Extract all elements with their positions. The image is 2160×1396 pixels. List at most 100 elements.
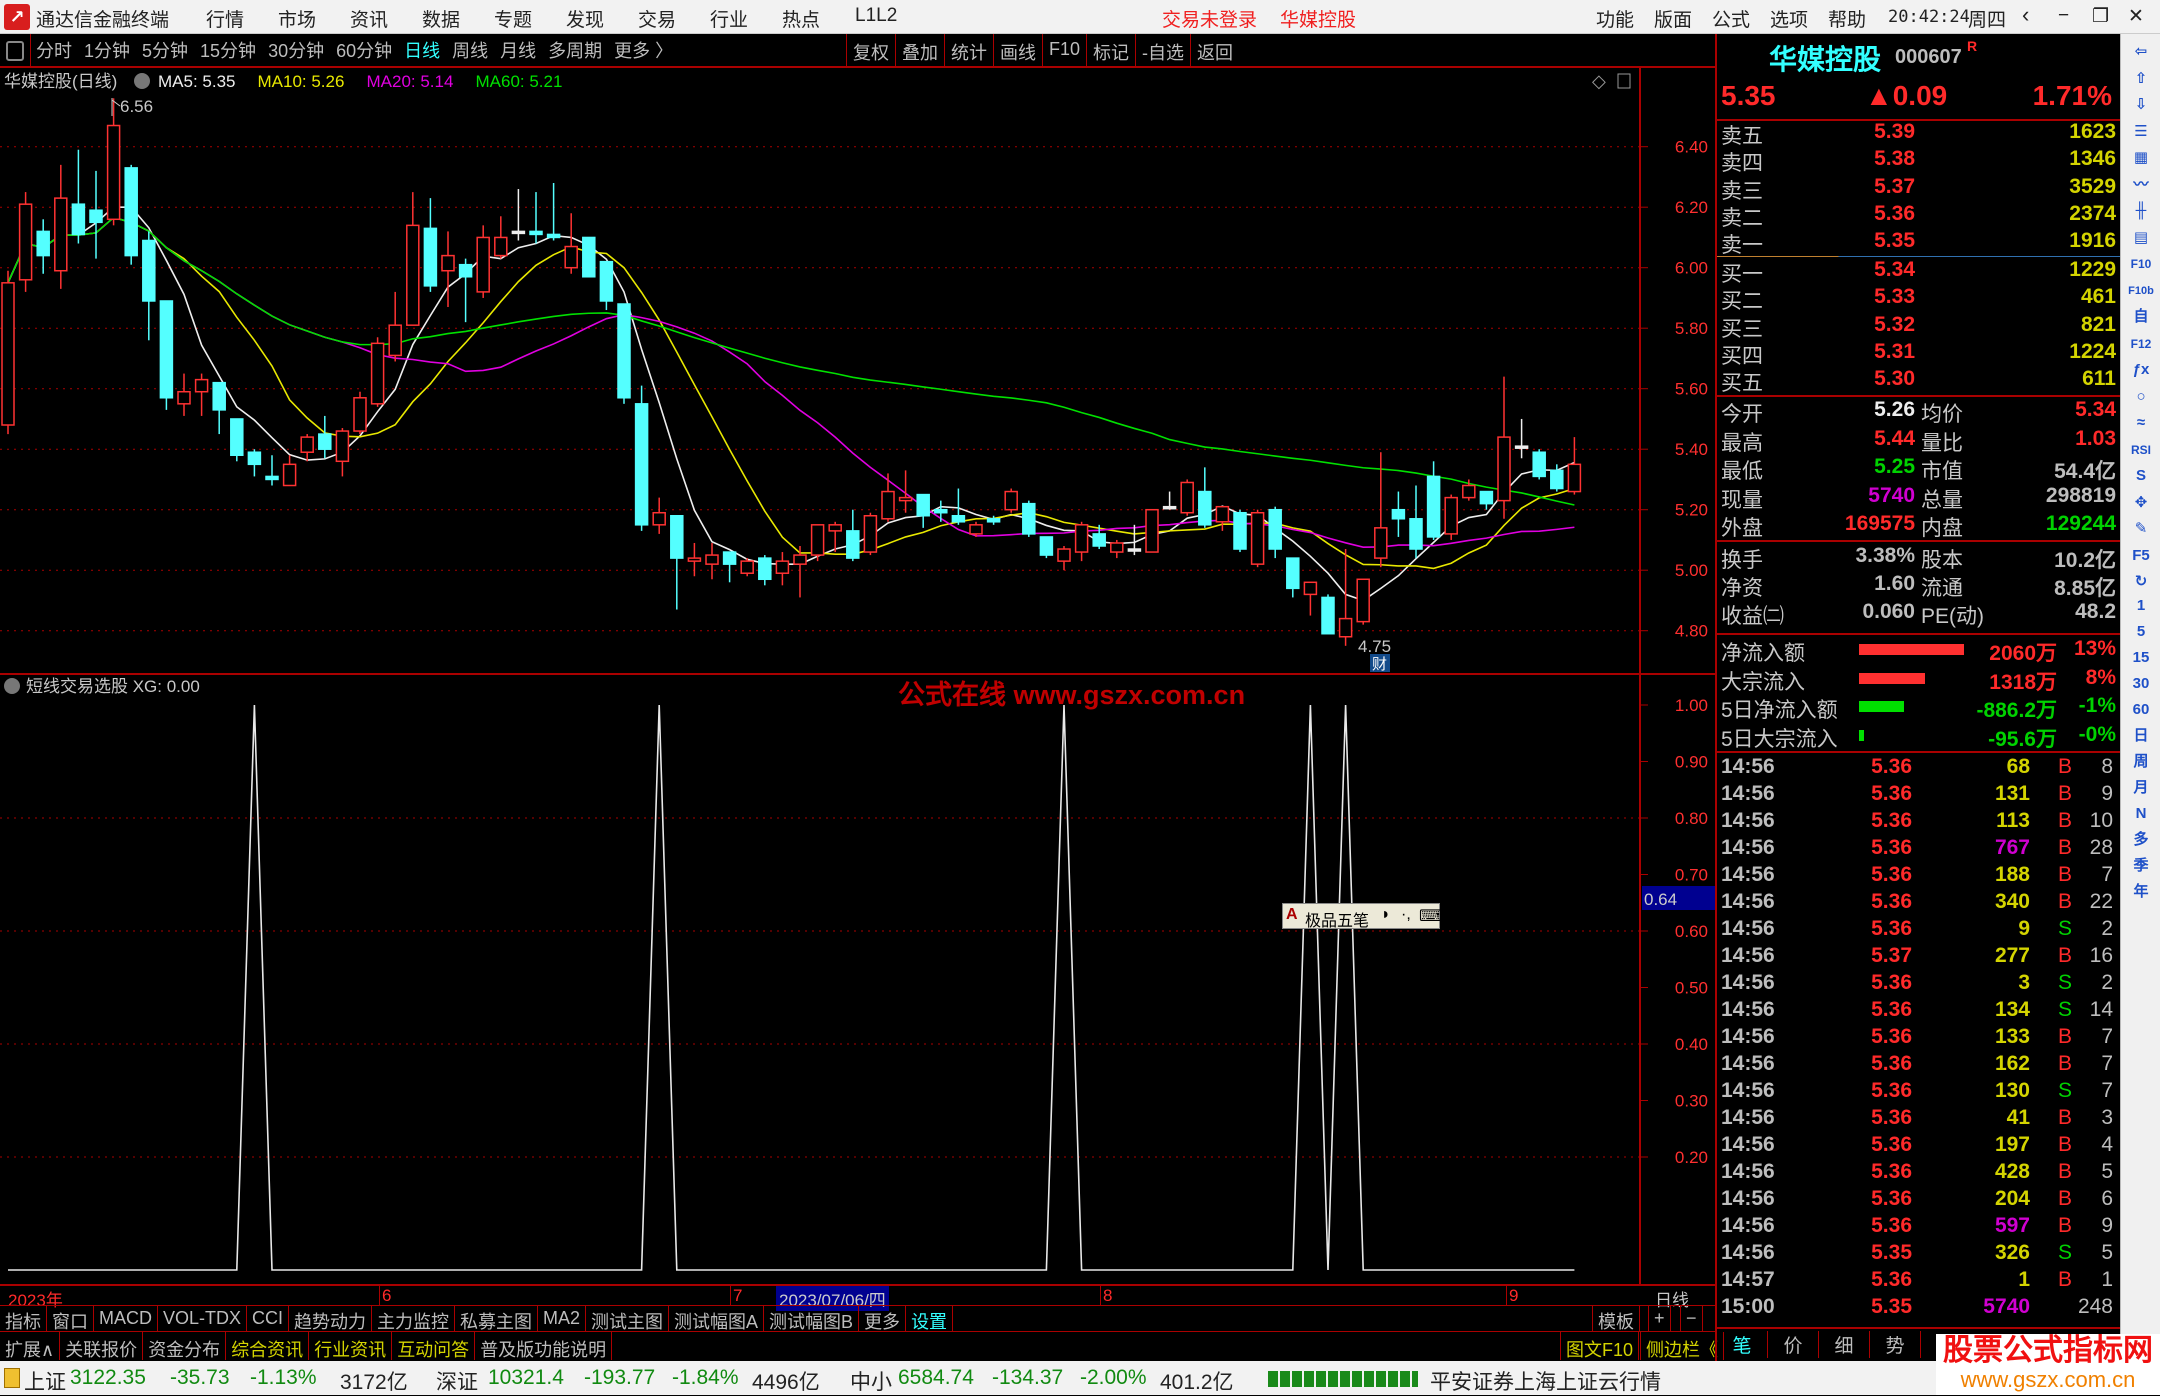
menu-options[interactable]: 选项 bbox=[1770, 10, 1809, 31]
kline-chart[interactable]: 1.00 0.90 0.80 0.70 0.60 0.50 0.40 0.30 0.20 6.40… bbox=[0, 68, 1715, 1284]
period-tab[interactable]: 15分钟 bbox=[200, 41, 257, 61]
indicator-tab[interactable]: 设置 bbox=[906, 1306, 954, 1332]
F5-icon[interactable]: F5 bbox=[2132, 546, 2150, 564]
template-button[interactable]: 模板 bbox=[1592, 1306, 1640, 1332]
self-icon[interactable]: 自 bbox=[2133, 308, 2149, 325]
extension-tab[interactable]: 资金分布 bbox=[143, 1332, 227, 1360]
indicator-tab[interactable]: MA2 bbox=[538, 1306, 587, 1331]
minimize-icon[interactable]: − bbox=[2058, 5, 2070, 26]
indicator-tab[interactable]: 窗口 bbox=[47, 1306, 94, 1332]
5-icon[interactable]: 5 bbox=[2136, 623, 2146, 640]
login-status[interactable]: 交易未登录 bbox=[1162, 10, 1258, 31]
tool-button[interactable]: -自选 bbox=[1135, 34, 1190, 66]
menu-help[interactable]: 帮助 bbox=[1828, 10, 1867, 31]
15-icon[interactable]: 15 bbox=[2132, 649, 2150, 666]
panel-toggle-icon[interactable] bbox=[6, 41, 24, 61]
finance-badge[interactable]: 财 bbox=[1372, 656, 1387, 673]
detail-tab[interactable]: 势 bbox=[1870, 1331, 1921, 1358]
period-tab[interactable]: 5分钟 bbox=[142, 41, 189, 61]
30-icon[interactable]: 30 bbox=[2132, 675, 2150, 692]
extension-tab[interactable]: 扩展∧ bbox=[0, 1332, 61, 1360]
indicator-tab[interactable]: 更多 bbox=[859, 1306, 907, 1332]
template-button[interactable]: − bbox=[1680, 1306, 1703, 1331]
move-icon[interactable]: ✥ bbox=[2134, 493, 2148, 511]
indicator-tab[interactable]: 测试幅图A bbox=[669, 1306, 765, 1332]
sz-name[interactable]: 深证 bbox=[436, 1371, 478, 1394]
period-tab[interactable]: 30分钟 bbox=[268, 41, 325, 61]
周-icon[interactable]: 周 bbox=[2133, 753, 2149, 770]
restore-icon[interactable]: ❐ bbox=[2092, 6, 2110, 27]
1-icon[interactable]: 1 bbox=[2136, 597, 2146, 614]
tool-button[interactable]: 叠加 bbox=[894, 34, 944, 66]
refresh-icon[interactable]: ↻ bbox=[2134, 573, 2148, 590]
chart-area[interactable]: 1.00 0.90 0.80 0.70 0.60 0.50 0.40 0.30 0.20 6.40… bbox=[0, 68, 1715, 1284]
N-icon[interactable]: N bbox=[2135, 805, 2147, 822]
period-tab[interactable]: 日线 bbox=[404, 41, 441, 61]
extension-tab[interactable]: 互动问答 bbox=[392, 1332, 476, 1360]
pencil-icon[interactable]: ✎ bbox=[2134, 520, 2148, 537]
period-tab[interactable]: 周线 bbox=[452, 41, 489, 61]
menu-l1l2[interactable]: L1L2 bbox=[855, 5, 898, 26]
indicator-tab[interactable]: 趋势动力 bbox=[289, 1306, 373, 1332]
F10b-icon[interactable]: F10b bbox=[2128, 284, 2154, 297]
sidebar-toggle[interactable]: 图文F10 bbox=[1560, 1332, 1640, 1360]
F10-icon[interactable]: F10 bbox=[2130, 257, 2152, 271]
indicator-tab[interactable]: 测试幅图B bbox=[764, 1306, 860, 1332]
menu-discover[interactable]: 发现 bbox=[566, 10, 605, 31]
menu-topics[interactable]: 专题 bbox=[494, 10, 533, 31]
punctuation-icon[interactable]: ·, bbox=[1401, 906, 1411, 923]
年-icon[interactable]: 年 bbox=[2133, 883, 2149, 900]
line-chart-icon[interactable]: 〰 bbox=[2133, 175, 2149, 193]
tool-button[interactable]: 返回 bbox=[1190, 34, 1239, 66]
fx-icon[interactable]: ƒx bbox=[2132, 361, 2150, 378]
circle-icon[interactable]: ○ bbox=[2136, 387, 2146, 405]
menu-quotes[interactable]: 行情 bbox=[206, 10, 245, 31]
detail-tab[interactable]: 价 bbox=[1768, 1331, 1819, 1358]
ime-name[interactable]: 极品五笔 bbox=[1305, 913, 1370, 930]
月-icon[interactable]: 月 bbox=[2133, 779, 2149, 796]
indicator-tab[interactable]: VOL-TDX bbox=[158, 1306, 248, 1331]
period-tab[interactable]: 月线 bbox=[500, 41, 537, 61]
tool-button[interactable]: 复权 bbox=[845, 34, 895, 66]
quote-list-icon[interactable]: ☰ bbox=[2134, 122, 2148, 140]
down-arrow-icon[interactable]: ⇩ bbox=[2134, 96, 2148, 113]
extension-tab[interactable]: 普及版功能说明 bbox=[475, 1332, 613, 1360]
ime-toolbar[interactable]: A 极品五笔 ◗ ·, ⌨ bbox=[1282, 903, 1442, 930]
menu-hot[interactable]: 热点 bbox=[782, 10, 821, 31]
indicator-tab[interactable]: 指标 bbox=[0, 1306, 47, 1332]
extension-tab[interactable]: 行业资讯 bbox=[309, 1332, 393, 1360]
template-button[interactable]: + bbox=[1648, 1306, 1671, 1331]
F12-icon[interactable]: F12 bbox=[2130, 336, 2152, 351]
ime-mode[interactable]: A bbox=[1286, 906, 1298, 923]
menu-data[interactable]: 数据 bbox=[422, 10, 461, 31]
menu-market[interactable]: 市场 bbox=[278, 10, 317, 31]
detail-tab[interactable]: 细 bbox=[1819, 1331, 1870, 1358]
RSI-icon[interactable]: RSI bbox=[2130, 442, 2151, 457]
tool-button[interactable]: 画线 bbox=[992, 34, 1042, 66]
menu-layout[interactable]: 版面 bbox=[1654, 10, 1693, 31]
季-icon[interactable]: 季 bbox=[2133, 857, 2149, 874]
moon-icon[interactable]: ◗ bbox=[1381, 906, 1391, 923]
extension-tab[interactable]: 综合资讯 bbox=[226, 1332, 310, 1360]
indicator-tab[interactable]: 测试主图 bbox=[586, 1306, 670, 1332]
news-icon[interactable]: ▤ bbox=[2133, 228, 2149, 246]
status-menu-icon[interactable] bbox=[4, 1368, 20, 1388]
tool-button[interactable]: 统计 bbox=[943, 34, 993, 66]
window-toggle-icon[interactable] bbox=[1617, 73, 1631, 89]
detail-tab[interactable]: 笔 bbox=[1717, 1331, 1768, 1358]
menu-function[interactable]: 功能 bbox=[1596, 10, 1635, 31]
back-arrow-icon[interactable]: ⇦ bbox=[2134, 43, 2148, 60]
dropdown-circle-icon[interactable] bbox=[134, 73, 150, 89]
S-icon[interactable]: S bbox=[2135, 467, 2146, 484]
多-icon[interactable]: 多 bbox=[2133, 831, 2149, 848]
indicator-tab[interactable]: CCI bbox=[247, 1306, 290, 1331]
period-tab[interactable]: 60分钟 bbox=[336, 41, 393, 61]
kline-icon[interactable]: ╫ bbox=[2135, 202, 2147, 219]
60-icon[interactable]: 60 bbox=[2132, 701, 2150, 718]
indicator-tab[interactable]: 私募主图 bbox=[455, 1306, 539, 1332]
period-tab[interactable]: 1分钟 bbox=[84, 41, 131, 61]
wave-icon[interactable]: ≈ bbox=[2136, 414, 2146, 431]
extension-tab[interactable]: 关联报价 bbox=[60, 1332, 144, 1360]
server-name[interactable]: 平安证券上海上证云行情 bbox=[1430, 1371, 1661, 1394]
period-tab[interactable]: 多周期 bbox=[548, 41, 603, 61]
